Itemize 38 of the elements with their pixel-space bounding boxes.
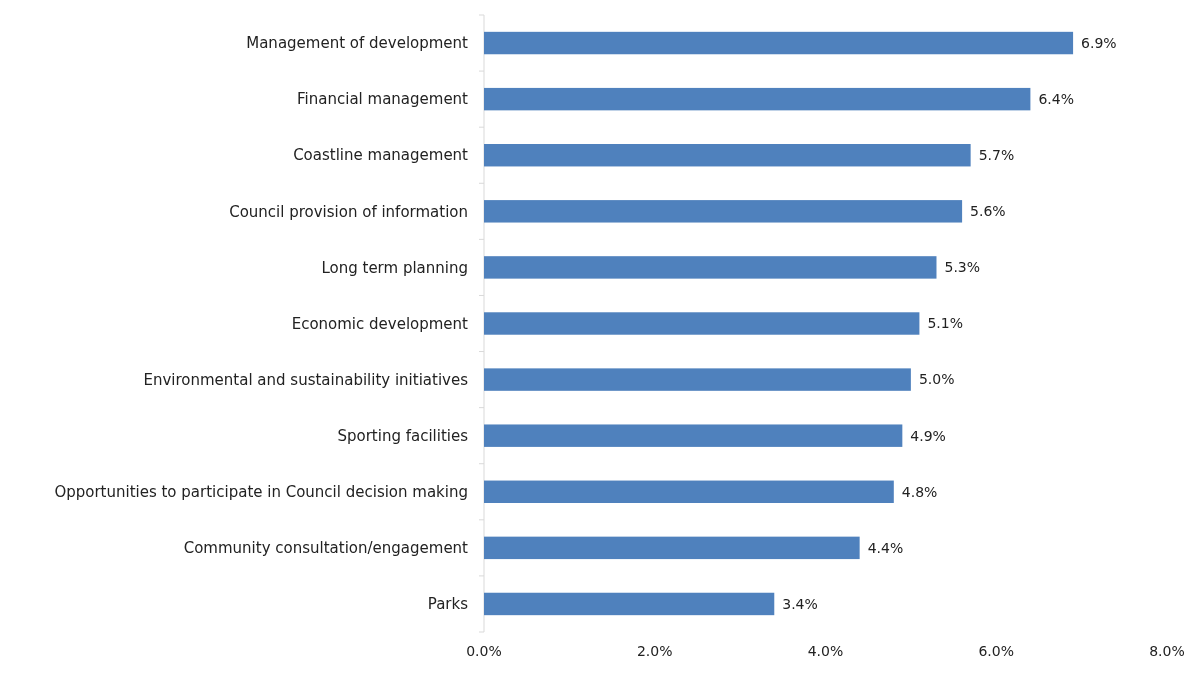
data-label: 5.7%	[978, 147, 1015, 164]
y-tick-label: Opportunities to participate in Council decision making	[54, 483, 468, 502]
y-tick-label: Community consultation/engagement	[183, 539, 469, 558]
data-label: 5.1%	[927, 315, 963, 332]
data-label: 4.8%	[901, 483, 938, 500]
y-tick-label: Financial management	[297, 90, 469, 109]
bar	[484, 424, 903, 447]
x-tick-label: 6.0%	[978, 643, 1015, 659]
data-label: 6.9%	[1081, 34, 1117, 51]
bar	[484, 200, 963, 223]
data-label: 3.4%	[782, 595, 818, 612]
data-label: 5.6%	[970, 203, 1006, 220]
x-tick-label: 0.0%	[466, 643, 502, 659]
x-tick-label: 8.0%	[1149, 643, 1185, 659]
data-label: 6.4%	[1038, 91, 1074, 108]
data-label: 4.4%	[867, 539, 904, 556]
y-tick-label: Environmental and sustainability initiatives	[143, 370, 469, 389]
bar	[484, 480, 894, 503]
y-tick-label: Sporting facilities	[337, 426, 469, 445]
y-tick-label: Long term planning	[321, 258, 468, 277]
data-label: 5.3%	[944, 259, 981, 276]
y-tick-label: Management of development	[246, 34, 469, 53]
bar	[484, 256, 937, 279]
y-tick-label: Coastline management	[293, 146, 469, 165]
bar	[484, 536, 860, 560]
bar	[484, 31, 1074, 55]
data-label: 5.0%	[918, 371, 955, 388]
bar	[484, 144, 971, 167]
y-tick-label: Council provision of information	[229, 202, 468, 221]
y-tick-label: Parks	[427, 595, 469, 614]
x-tick-label: 2.0%	[636, 643, 673, 659]
bar	[484, 312, 920, 335]
bar	[484, 592, 775, 616]
x-tick-label: 4.0%	[807, 643, 844, 659]
bar	[484, 368, 911, 391]
data-label: 4.9%	[910, 427, 946, 444]
bar	[484, 87, 1031, 111]
y-tick-label: Economic development	[291, 314, 469, 333]
